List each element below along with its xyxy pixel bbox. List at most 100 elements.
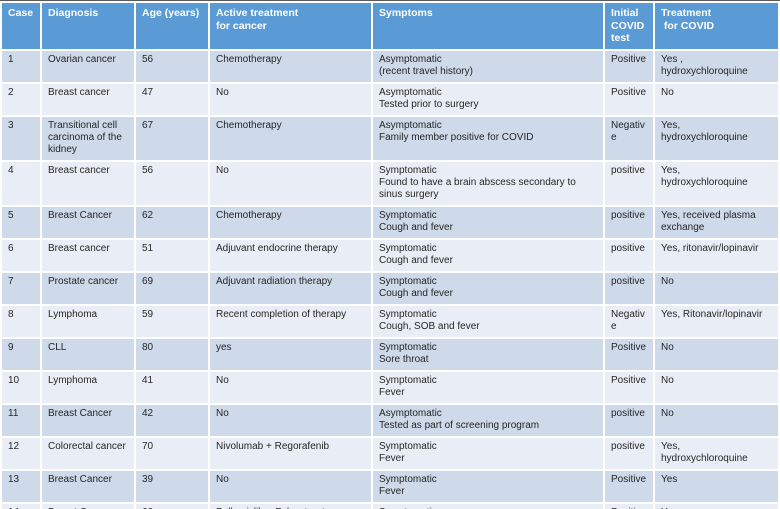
cell-initial-covid-test: positive	[605, 206, 653, 238]
cell-initial-covid-test: Positive	[605, 50, 653, 82]
cell-initial-covid-test: positive	[605, 272, 653, 304]
cell-symptoms: Symptomatic Fever	[373, 470, 603, 502]
col-header-age: Age (years)	[136, 3, 208, 49]
header-row: Case Diagnosis Age (years) Active treatm…	[2, 3, 778, 49]
cell-active-treatment: Palbociclib + Fulvestrant	[210, 503, 371, 509]
cell-covid-treatment: Yes, hydroxychloroquine	[655, 116, 778, 160]
cell-diagnosis: Breast Cancer	[42, 503, 134, 509]
cell-active-treatment: Adjuvant endocrine therapy	[210, 239, 371, 271]
table-row: 12 Colorectal cancer 70 Nivolumab + Rego…	[2, 437, 778, 469]
cell-symptoms: Symptomatic Cough and fever	[373, 272, 603, 304]
cell-diagnosis: Prostate cancer	[42, 272, 134, 304]
table-row: 4 Breast cancer 56 No Symptomatic Found …	[2, 161, 778, 205]
cell-case: 11	[2, 404, 40, 436]
cell-covid-treatment: Yes , hydroxychloroquine	[655, 50, 778, 82]
cell-case: 6	[2, 239, 40, 271]
cell-diagnosis: Breast Cancer	[42, 404, 134, 436]
cell-initial-covid-test: Positive	[605, 83, 653, 115]
cell-active-treatment: No	[210, 404, 371, 436]
cell-age: 39	[136, 470, 208, 502]
cell-symptoms: Asymptomatic Tested prior to surgery	[373, 83, 603, 115]
cell-covid-treatment: Yes, received plasma exchange	[655, 206, 778, 238]
cell-initial-covid-test: positive	[605, 404, 653, 436]
cell-case: 9	[2, 338, 40, 370]
cell-covid-treatment: Yes	[655, 470, 778, 502]
cell-covid-treatment: Yes, ritonavir/lopinavir	[655, 239, 778, 271]
col-header-active-treatment: Active treatment for cancer	[210, 3, 371, 49]
cell-covid-treatment: No	[655, 371, 778, 403]
cell-age: 60	[136, 503, 208, 509]
cell-case: 4	[2, 161, 40, 205]
cell-age: 67	[136, 116, 208, 160]
cell-age: 51	[136, 239, 208, 271]
cell-initial-covid-test: Negative	[605, 116, 653, 160]
table-header: Case Diagnosis Age (years) Active treatm…	[2, 3, 778, 49]
cell-case: 5	[2, 206, 40, 238]
cell-symptoms: Asymptomatic Family member positive for …	[373, 116, 603, 160]
cell-diagnosis: CLL	[42, 338, 134, 370]
cell-case: 14	[2, 503, 40, 509]
table-row: 6 Breast cancer 51 Adjuvant endocrine th…	[2, 239, 778, 271]
cell-diagnosis: Breast cancer	[42, 83, 134, 115]
cell-initial-covid-test: Positive	[605, 371, 653, 403]
cell-active-treatment: Chemotherapy	[210, 206, 371, 238]
cell-active-treatment: Recent completion of therapy	[210, 305, 371, 337]
cell-covid-treatment: No	[655, 338, 778, 370]
cell-symptoms: Symptomatic Cough and fever	[373, 206, 603, 238]
cell-age: 80	[136, 338, 208, 370]
table-row: 5 Breast Cancer 62 Chemotherapy Symptoma…	[2, 206, 778, 238]
cell-covid-treatment: Yes, hydroxychloroquine	[655, 503, 778, 509]
table-row: 9 CLL 80 yes Symptomatic Sore throat Pos…	[2, 338, 778, 370]
cell-age: 42	[136, 404, 208, 436]
cell-active-treatment: Chemotherapy	[210, 50, 371, 82]
cell-diagnosis: Colorectal cancer	[42, 437, 134, 469]
table-row: 10 Lymphoma 41 No Symptomatic Fever Posi…	[2, 371, 778, 403]
cell-diagnosis: Breast Cancer	[42, 206, 134, 238]
cell-symptoms: Asymptomatic Tested as part of screening…	[373, 404, 603, 436]
cell-case: 3	[2, 116, 40, 160]
cell-covid-treatment: Yes, hydroxychloroquine	[655, 437, 778, 469]
cell-symptoms: Symptomatic Fever	[373, 371, 603, 403]
cell-initial-covid-test: Negative	[605, 305, 653, 337]
cell-case: 13	[2, 470, 40, 502]
cell-active-treatment: yes	[210, 338, 371, 370]
col-header-covid-treatment: Treatment for COVID	[655, 3, 778, 49]
cell-diagnosis: Lymphoma	[42, 305, 134, 337]
cell-diagnosis: Lymphoma	[42, 371, 134, 403]
cell-active-treatment: No	[210, 371, 371, 403]
cell-initial-covid-test: Positive	[605, 338, 653, 370]
table-row: 8 Lymphoma 59 Recent completion of thera…	[2, 305, 778, 337]
cell-initial-covid-test: positive	[605, 161, 653, 205]
cell-symptoms: Symptomatic Fever	[373, 503, 603, 509]
cell-symptoms: Symptomatic Cough and fever	[373, 239, 603, 271]
cell-age: 69	[136, 272, 208, 304]
cell-symptoms: Symptomatic Sore throat	[373, 338, 603, 370]
cell-covid-treatment: No	[655, 83, 778, 115]
cell-case: 7	[2, 272, 40, 304]
cell-case: 10	[2, 371, 40, 403]
table-row: 11 Breast Cancer 42 No Asymptomatic Test…	[2, 404, 778, 436]
cell-age: 41	[136, 371, 208, 403]
cell-active-treatment: Chemotherapy	[210, 116, 371, 160]
cell-age: 47	[136, 83, 208, 115]
cell-case: 12	[2, 437, 40, 469]
table-row: 13 Breast Cancer 39 No Symptomatic Fever…	[2, 470, 778, 502]
cell-symptoms: Symptomatic Fever	[373, 437, 603, 469]
cell-initial-covid-test: positive	[605, 239, 653, 271]
table-row: 2 Breast cancer 47 No Asymptomatic Teste…	[2, 83, 778, 115]
cell-symptoms: Symptomatic Cough, SOB and fever	[373, 305, 603, 337]
cell-age: 56	[136, 161, 208, 205]
table-row: 1 Ovarian cancer 56 Chemotherapy Asympto…	[2, 50, 778, 82]
cell-diagnosis: Breast Cancer	[42, 470, 134, 502]
table-row: 7 Prostate cancer 69 Adjuvant radiation …	[2, 272, 778, 304]
cell-initial-covid-test: Positive	[605, 503, 653, 509]
cell-case: 1	[2, 50, 40, 82]
cell-covid-treatment: Yes, hydroxychloroquine	[655, 161, 778, 205]
col-header-initial-covid-test: Initial COVID test	[605, 3, 653, 49]
cell-age: 70	[136, 437, 208, 469]
col-header-diagnosis: Diagnosis	[42, 3, 134, 49]
cell-covid-treatment: No	[655, 272, 778, 304]
table-body: 1 Ovarian cancer 56 Chemotherapy Asympto…	[2, 50, 778, 509]
